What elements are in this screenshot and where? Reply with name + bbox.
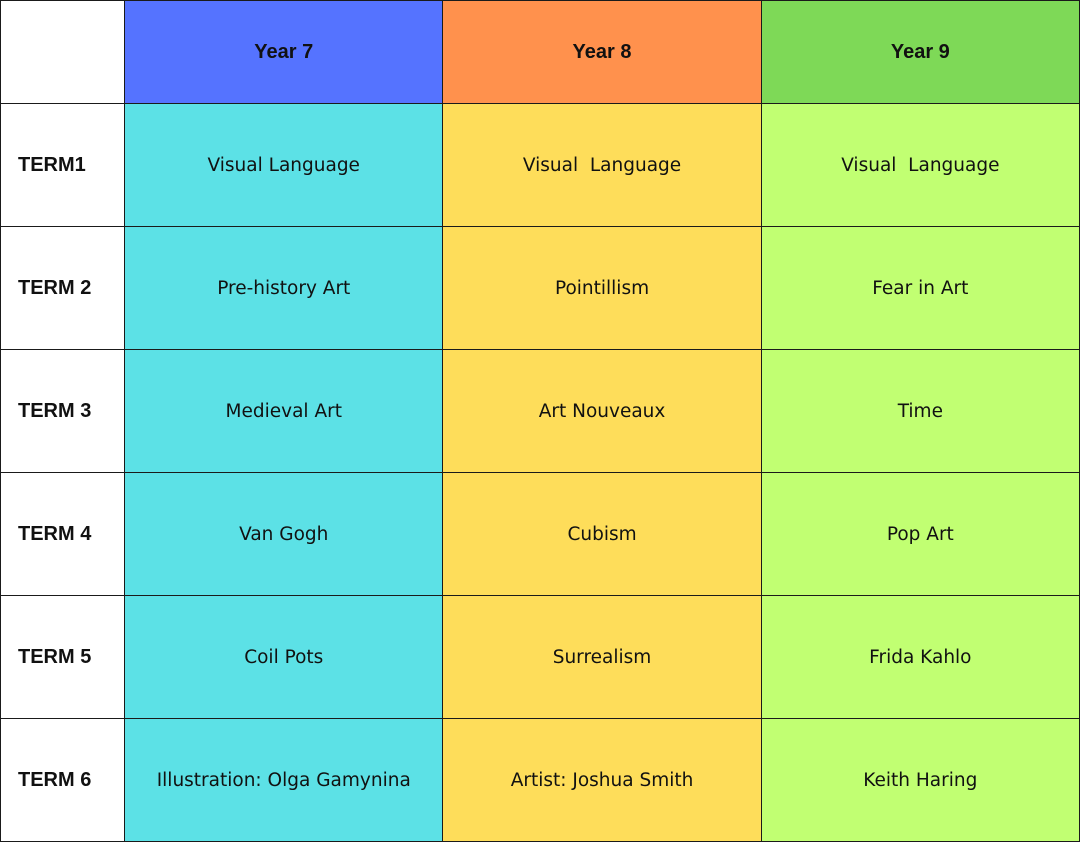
year-7-header: Year 7 [124, 0, 444, 104]
topic-cell: Pop Art [760, 472, 1080, 596]
term-label: TERM 6 [0, 718, 126, 842]
table-row: TERM 5 Coil Pots Surrealism Frida Kahlo [0, 595, 1080, 719]
topic-cell: Visual Language [442, 103, 762, 227]
topic-cell: Surrealism [442, 595, 762, 719]
term-label: TERM 3 [0, 349, 126, 473]
topic-cell: Frida Kahlo [760, 595, 1080, 719]
topic-cell: Pointillism [442, 226, 762, 350]
topic-cell: Fear in Art [760, 226, 1080, 350]
term-label: TERM 5 [0, 595, 126, 719]
topic-cell: Van Gogh [124, 472, 444, 596]
term-label: TERM 2 [0, 226, 126, 350]
table-row: TERM 6 Illustration: Olga Gamynina Artis… [0, 718, 1080, 842]
table-row: TERM 4 Van Gogh Cubism Pop Art [0, 472, 1080, 596]
topic-cell: Time [760, 349, 1080, 473]
corner-cell [0, 0, 126, 104]
year-9-header: Year 9 [760, 0, 1080, 104]
header-row: Year 7 Year 8 Year 9 [0, 0, 1080, 104]
table-row: TERM 3 Medieval Art Art Nouveaux Time [0, 349, 1080, 473]
topic-cell: Coil Pots [124, 595, 444, 719]
topic-cell: Pre-history Art [124, 226, 444, 350]
topic-cell: Medieval Art [124, 349, 444, 473]
topic-cell: Art Nouveaux [442, 349, 762, 473]
year-8-header: Year 8 [442, 0, 762, 104]
table-body: TERM1 Visual Language Visual Language Vi… [0, 103, 1080, 842]
table-row: TERM 2 Pre-history Art Pointillism Fear … [0, 226, 1080, 350]
topic-cell: Illustration: Olga Gamynina [124, 718, 444, 842]
topic-cell: Keith Haring [760, 718, 1080, 842]
topic-cell: Visual Language [124, 103, 444, 227]
topic-cell: Artist: Joshua Smith [442, 718, 762, 842]
topic-cell: Cubism [442, 472, 762, 596]
term-label: TERM1 [0, 103, 126, 227]
topic-cell: Visual Language [760, 103, 1080, 227]
term-label: TERM 4 [0, 472, 126, 596]
table-header: Year 7 Year 8 Year 9 [0, 0, 1080, 104]
table-row: TERM1 Visual Language Visual Language Vi… [0, 103, 1080, 227]
